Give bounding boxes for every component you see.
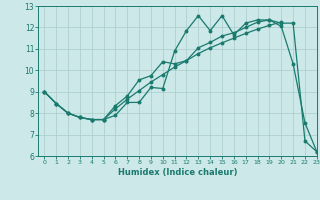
X-axis label: Humidex (Indice chaleur): Humidex (Indice chaleur)	[118, 168, 237, 177]
